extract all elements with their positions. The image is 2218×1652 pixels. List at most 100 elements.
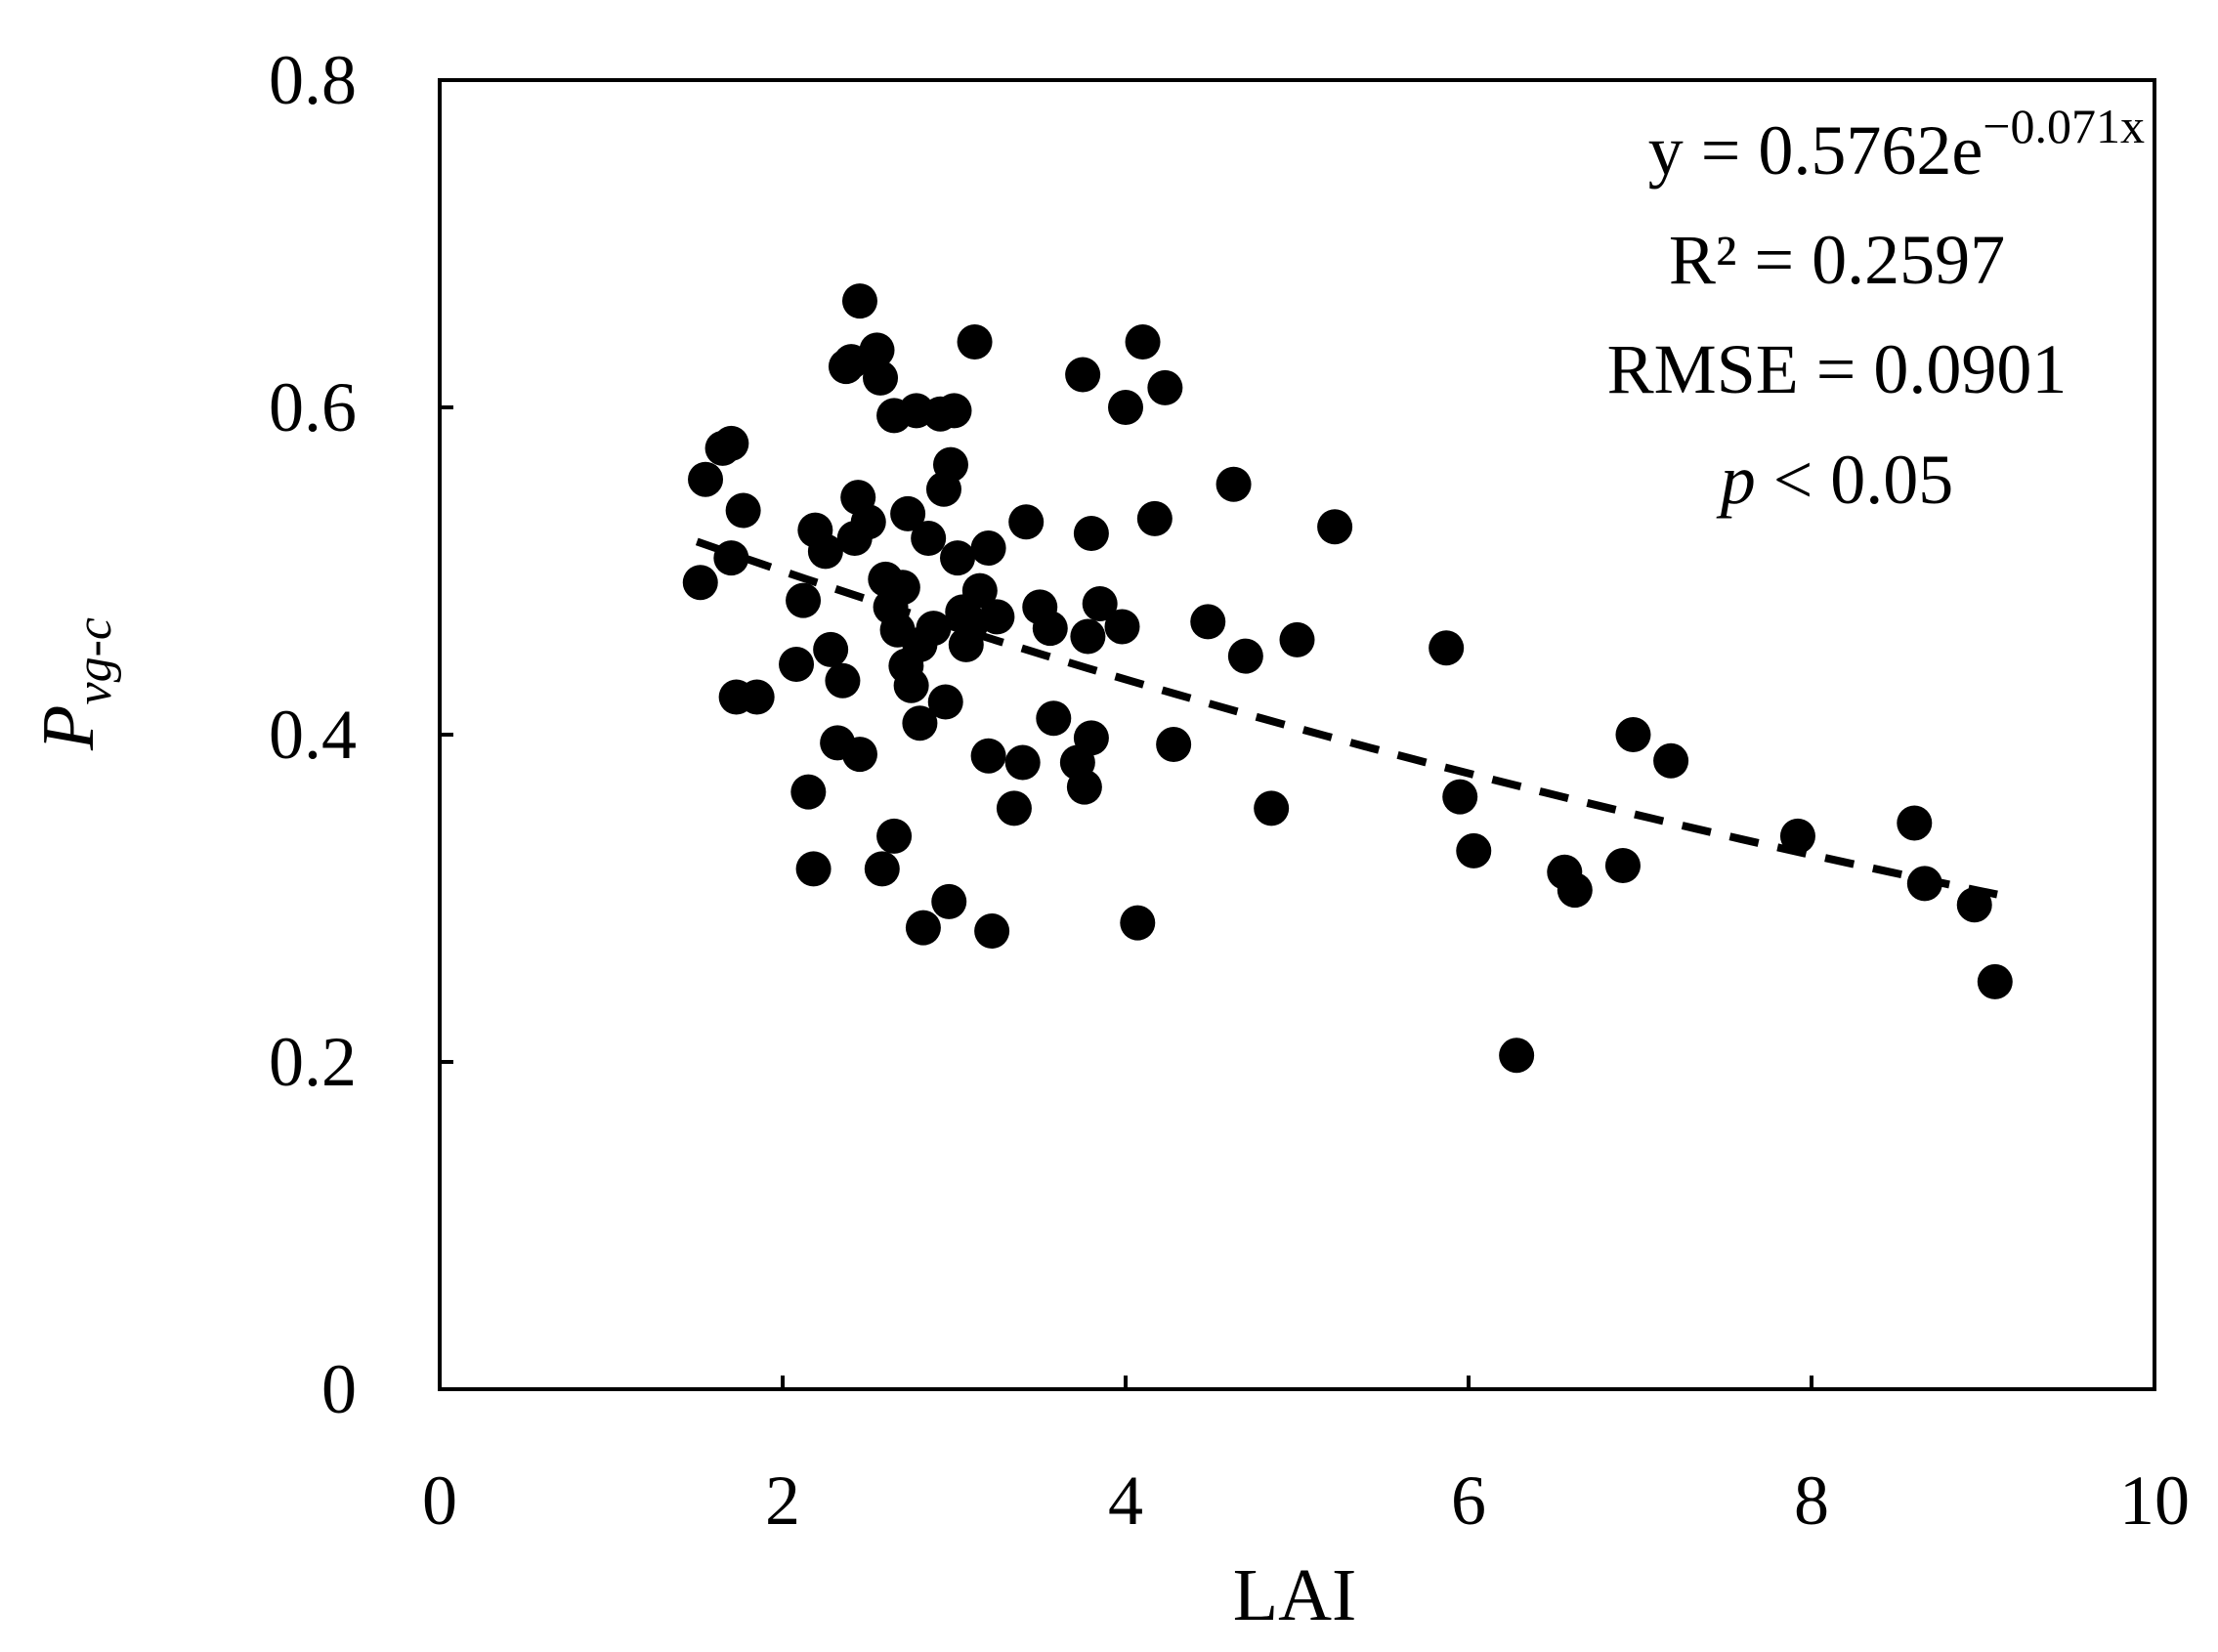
scatter-point [1779, 818, 1815, 854]
y-tick-label: 0.4 [269, 696, 357, 774]
scatter-point [682, 565, 718, 601]
scatter-point [825, 662, 861, 699]
scatter-point [1557, 872, 1593, 909]
exponential-trendline [695, 537, 2001, 900]
equation-prefix: y = 0.5762e [1648, 111, 1983, 190]
scatter-point [1070, 618, 1106, 655]
scatter-point [1906, 866, 1942, 902]
scatter-point [911, 521, 947, 556]
y-tick-label: 0.2 [269, 1023, 357, 1101]
scatter-point [864, 851, 900, 887]
y-axis-label-subscript: vg-c [66, 617, 122, 704]
scatter-point [1108, 390, 1143, 425]
scatter-points [682, 283, 2013, 1074]
scatter-point [970, 738, 1006, 774]
y-tick-label: 0.6 [269, 368, 357, 446]
scatter-point [1120, 905, 1156, 941]
scatter-point [850, 504, 886, 540]
y-axis-ticks [440, 78, 453, 1391]
scatter-point [1104, 609, 1140, 645]
x-axis-tick-labels: 0 2 4 6 8 10 [422, 1461, 2190, 1540]
scatter-point [979, 599, 1015, 635]
scatter-point [961, 572, 998, 609]
scatter-point [884, 570, 920, 606]
scatter-point [1082, 586, 1118, 621]
scatter-point [779, 646, 815, 682]
scatter-point [1227, 638, 1263, 674]
scatter-point [1032, 611, 1068, 647]
scatter-point [932, 446, 968, 483]
r-squared-label: R² = 0.2597 [1669, 221, 2005, 299]
x-tick-label: 4 [1108, 1461, 1143, 1540]
y-axis-label-main: P [27, 705, 109, 751]
scatter-point [1429, 630, 1465, 666]
scatter-point [1956, 887, 1992, 923]
scatter-point [927, 684, 963, 720]
equation-exponent: −0.071x [1983, 99, 2145, 153]
scatter-point [1147, 369, 1183, 405]
scatter-point [974, 913, 1010, 949]
scatter-point [876, 818, 913, 854]
x-tick-label: 6 [1451, 1461, 1486, 1540]
scatter-point [1897, 805, 1933, 841]
scatter-point [1254, 790, 1290, 826]
scatter-point [1073, 720, 1109, 756]
scatter-point [863, 360, 899, 396]
scatter-point [859, 332, 895, 368]
scatter-point [1604, 848, 1641, 883]
scatter-point [1190, 604, 1226, 640]
scatter-point [1279, 621, 1315, 657]
scatter-point [807, 533, 843, 570]
x-tick-label: 10 [2119, 1461, 2190, 1540]
scatter-point [1156, 727, 1192, 763]
y-tick-label: 0 [321, 1350, 357, 1428]
scatter-point [1499, 1038, 1535, 1074]
scatter-point [739, 679, 775, 715]
scatter-point [790, 774, 827, 810]
x-tick-label: 2 [765, 1461, 800, 1540]
x-axis-ticks [438, 1376, 2156, 1389]
scatter-point [1317, 509, 1353, 545]
scatter-point [1136, 500, 1173, 536]
scatter-point [786, 582, 822, 618]
scatter-point [713, 425, 749, 461]
scatter-point [795, 851, 832, 887]
p-value-label: p < 0.05 [1716, 441, 1954, 519]
scatter-point [936, 393, 972, 429]
scatter-point [813, 631, 849, 667]
scatter-point [940, 540, 976, 576]
scatter-point [841, 283, 877, 319]
scatter-point [905, 910, 941, 946]
scatter-point [957, 324, 993, 360]
scatter-point [725, 492, 761, 529]
p-symbol: p [1716, 441, 1756, 519]
y-axis-label: Pvg-c [27, 617, 122, 751]
trendline-equation: y = 0.5762e−0.071x [1648, 99, 2145, 190]
scatter-point [890, 495, 926, 531]
scatter-point [996, 790, 1032, 826]
scatter-point [1977, 963, 2013, 999]
x-tick-label: 8 [1794, 1461, 1829, 1540]
p-value: < 0.05 [1756, 441, 1954, 519]
scatter-point [1653, 742, 1689, 779]
y-tick-label: 0.8 [269, 41, 357, 119]
scatter-point [1216, 466, 1252, 502]
scatter-point [841, 737, 877, 773]
scatter-point [1066, 769, 1102, 805]
scatter-point [893, 667, 929, 703]
scatter-point [1008, 504, 1045, 540]
scatter-point [1442, 779, 1478, 815]
scatter-point [902, 705, 938, 741]
scatter-point [1004, 744, 1041, 781]
rmse-label: RMSE = 0.0901 [1607, 330, 2068, 408]
scatter-point [1456, 832, 1492, 868]
x-tick-label: 0 [422, 1461, 457, 1540]
scatter-point [1073, 515, 1109, 551]
plot-area-frame [438, 78, 2156, 1391]
scatter-point [688, 461, 724, 497]
scatter-point [931, 883, 967, 919]
scatter-point [1615, 717, 1651, 752]
scatter-point [1036, 700, 1072, 737]
